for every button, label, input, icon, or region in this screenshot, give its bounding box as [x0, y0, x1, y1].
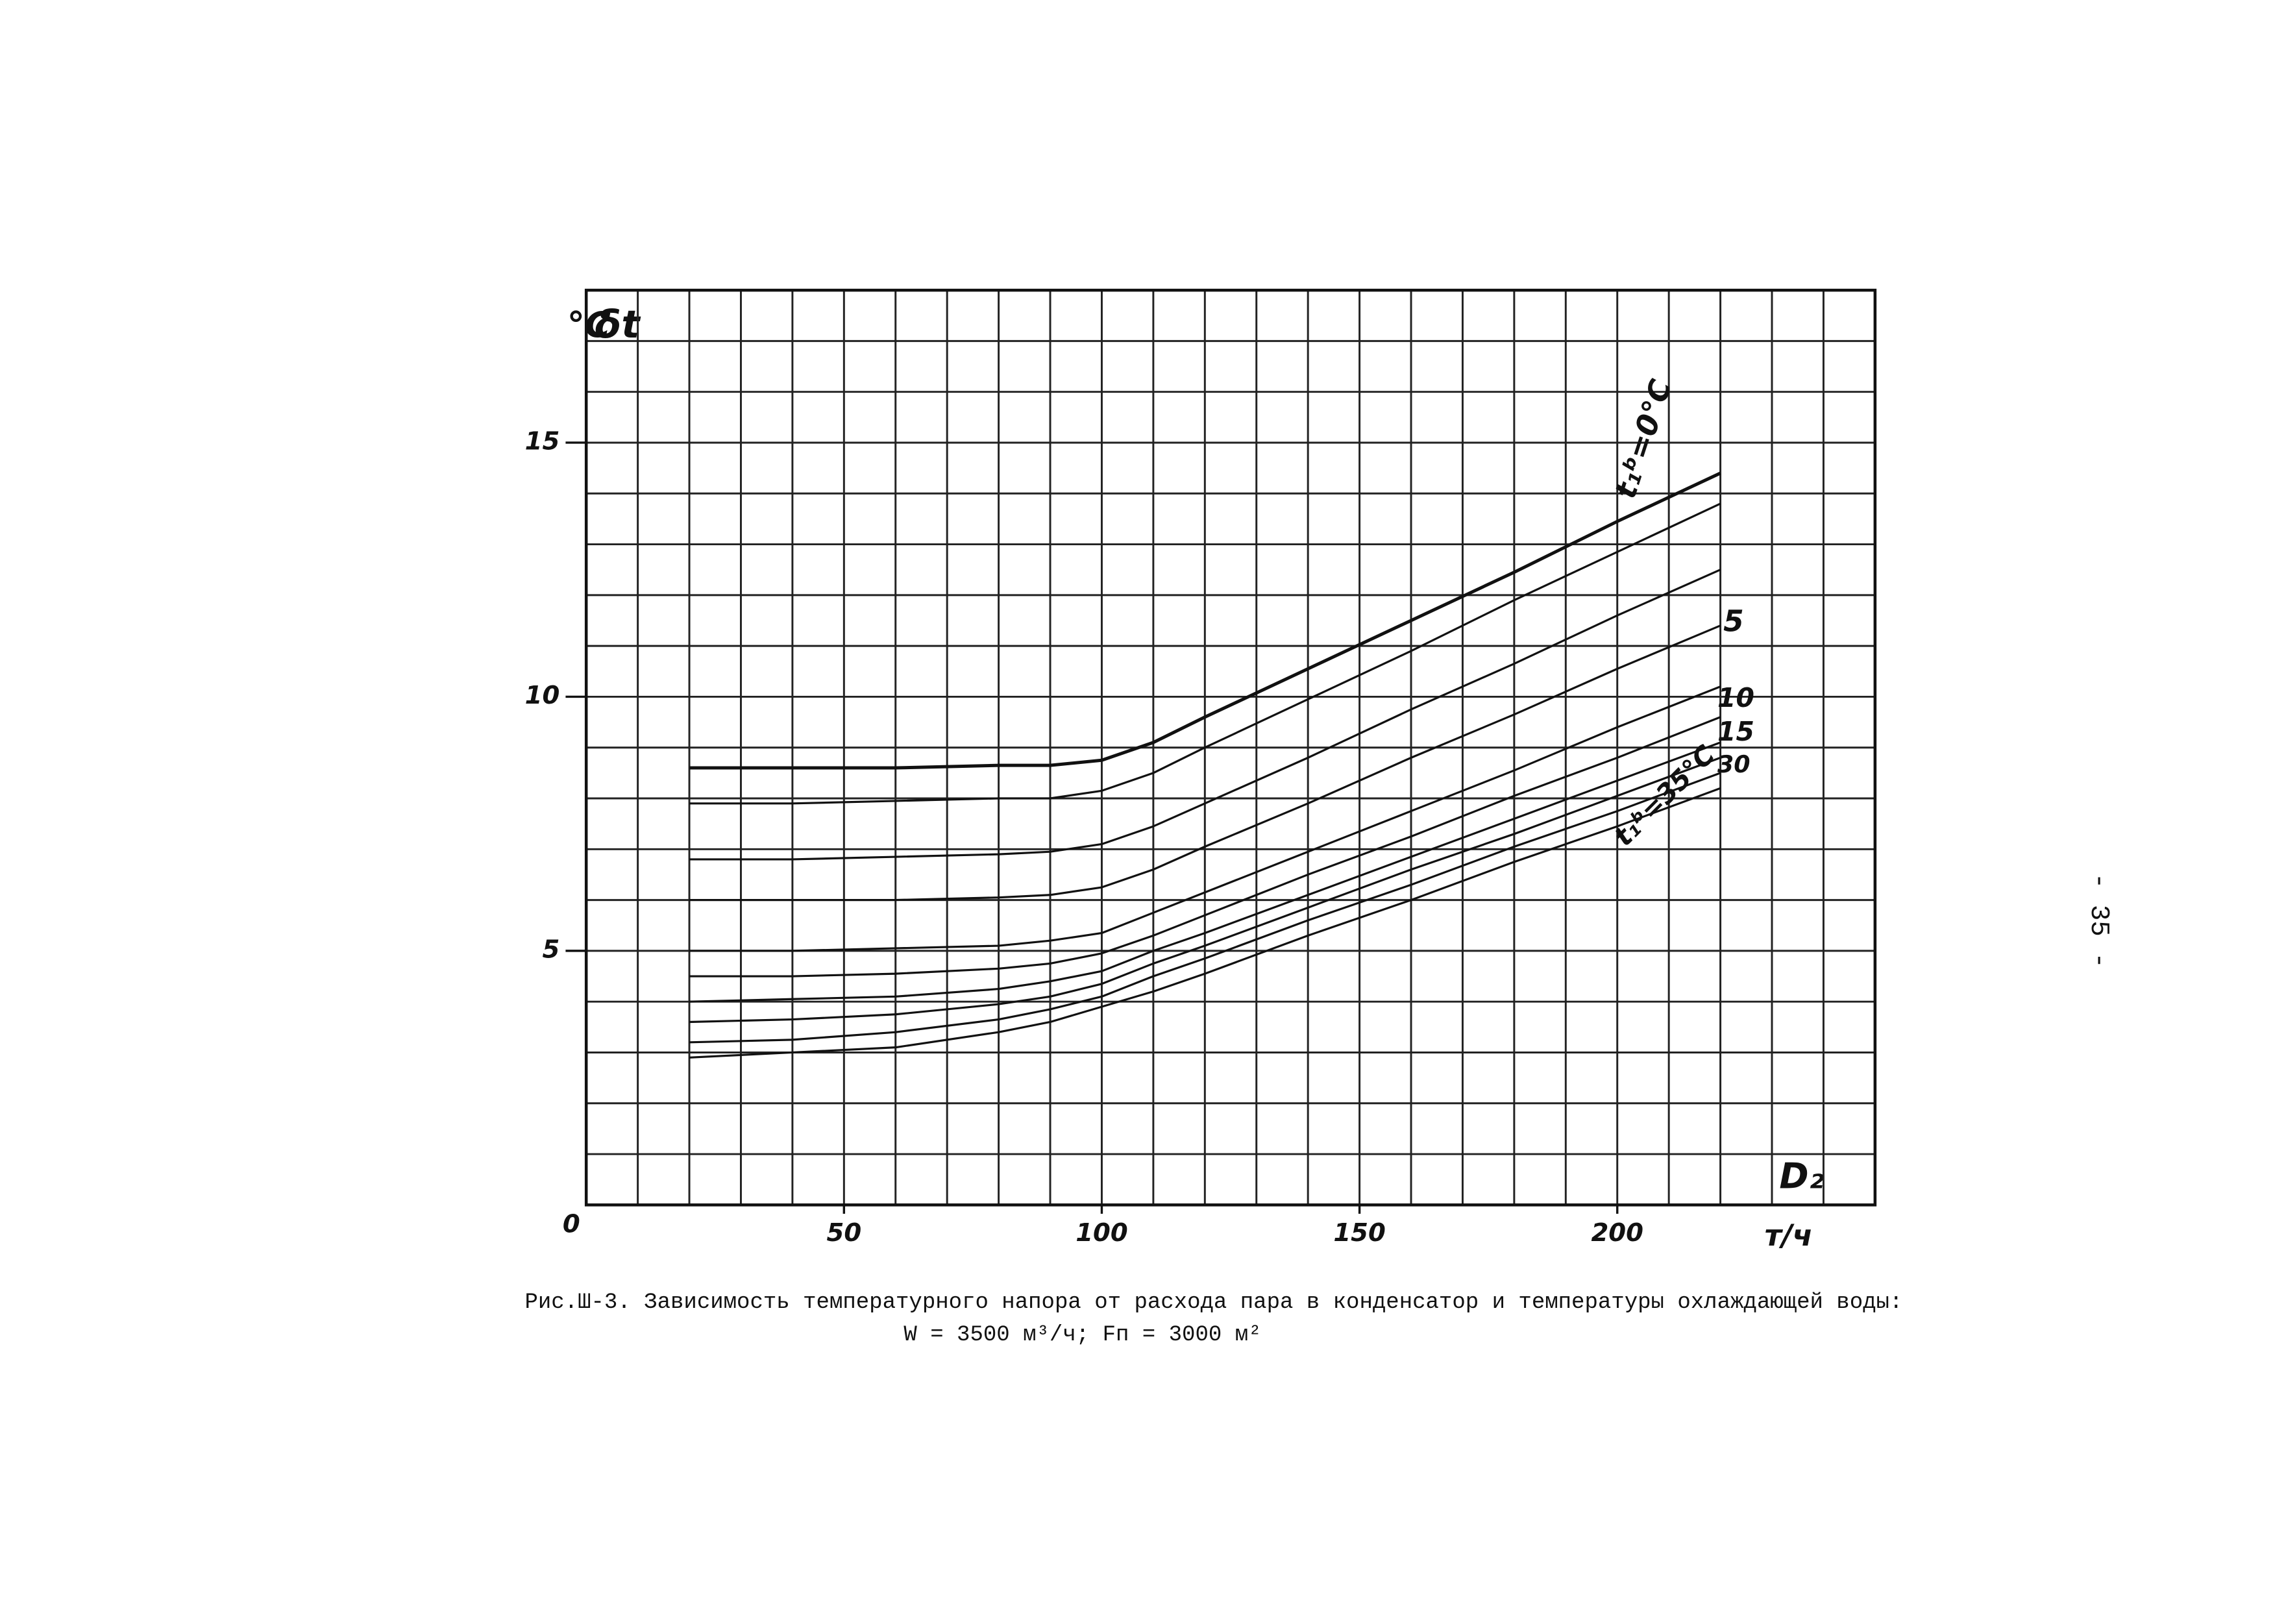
curve-label: t₁ᵇ=35°C: [1608, 739, 1721, 852]
y-unit: °C: [567, 304, 611, 345]
curve-label: 10: [1717, 682, 1754, 713]
plot-border: [584, 288, 1877, 1207]
curve: [689, 569, 1721, 861]
caption-line: W = 3500 м³/ч; Fп = 3000 м²: [903, 1323, 1261, 1347]
x-unit: т/ч: [1765, 1218, 1813, 1253]
curve: [689, 756, 1721, 1024]
x-label: D₂: [1779, 1155, 1824, 1197]
curve: [689, 685, 1721, 952]
curve: [689, 502, 1721, 805]
x-tick-label: 200: [1591, 1218, 1643, 1248]
curve-label: 30: [1717, 750, 1751, 778]
y-tick-label: 5: [543, 935, 560, 964]
curve: [689, 624, 1721, 902]
curve: [689, 772, 1721, 1044]
page-number: - 35 -: [2083, 873, 2113, 968]
origin-label: 0: [563, 1210, 580, 1239]
y-tick-label: 10: [525, 681, 560, 710]
curve: [689, 716, 1721, 978]
caption-line: Рис.Ш-3. Зависимость температурного напо…: [524, 1290, 1902, 1315]
curve-label: 15: [1717, 716, 1754, 747]
curve-label: 5: [1723, 604, 1744, 638]
curve: [689, 471, 1721, 770]
x-tick-label: 150: [1333, 1218, 1386, 1248]
curve: [689, 787, 1721, 1059]
x-tick-label: 50: [826, 1218, 861, 1248]
curve: [689, 741, 1721, 1003]
y-label: δt: [595, 302, 642, 347]
y-tick-label: 15: [525, 426, 560, 456]
x-tick-label: 100: [1075, 1218, 1128, 1248]
